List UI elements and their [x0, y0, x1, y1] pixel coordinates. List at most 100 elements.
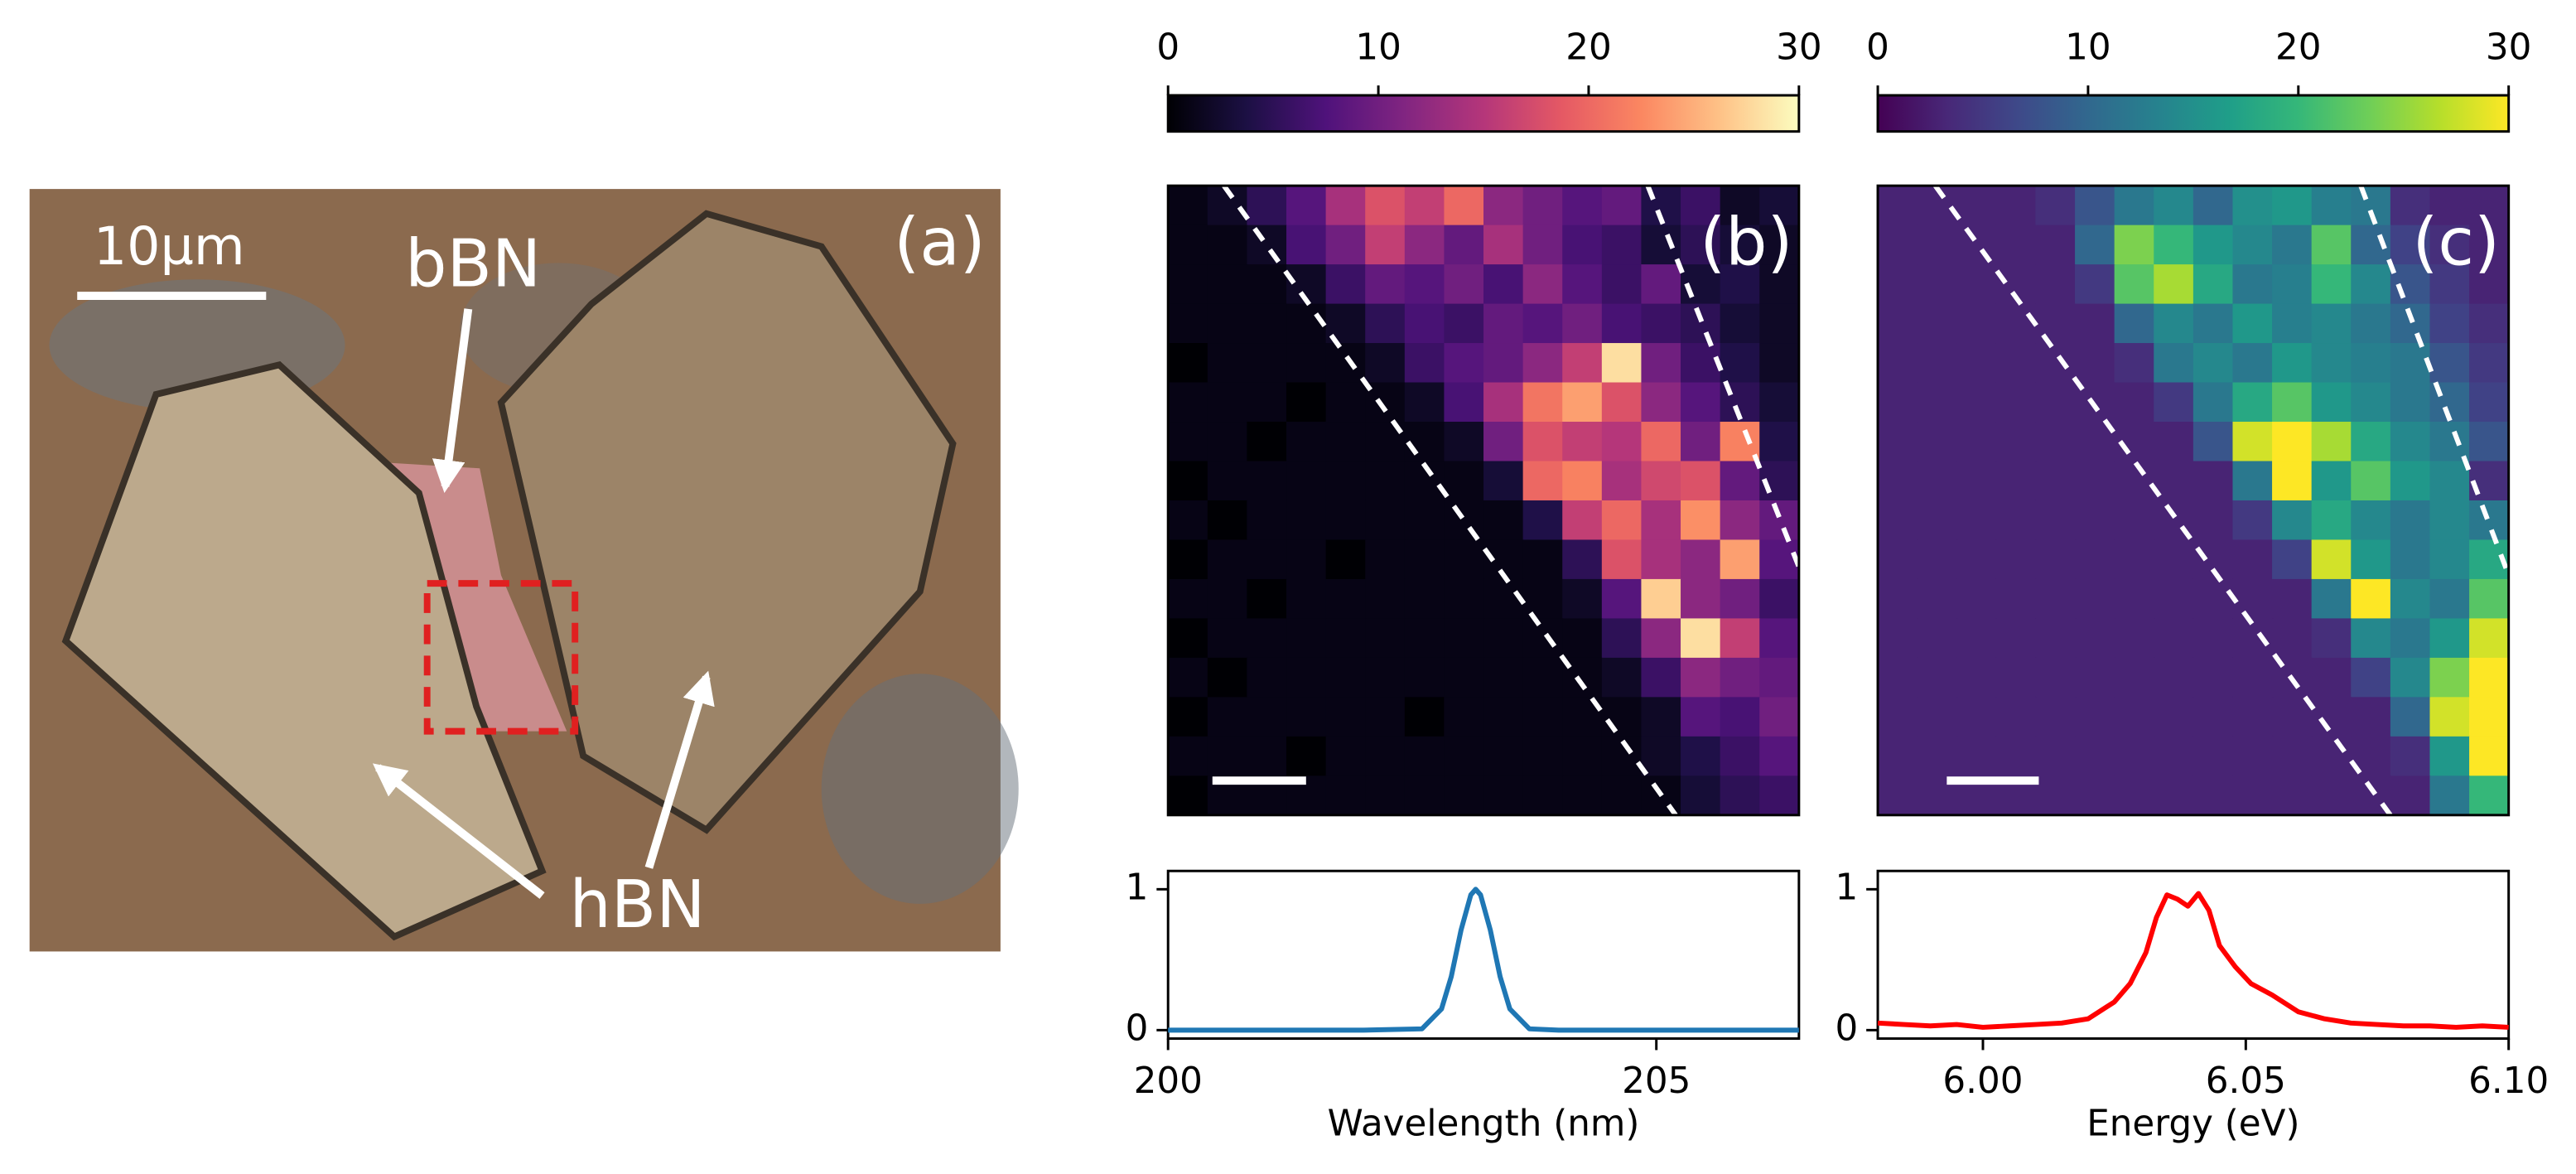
heatmap-cell [2114, 461, 2155, 501]
heatmap-cell [1720, 697, 1761, 737]
heatmap-cell [1601, 264, 1643, 305]
heatmap-cell [2390, 186, 2431, 226]
heatmap-cell [1878, 500, 1918, 541]
heatmap-cell [2035, 225, 2077, 266]
heatmap-cell [1681, 422, 1721, 462]
heatmap-cell [2311, 303, 2352, 345]
heatmap-cell [1444, 264, 1485, 305]
heatmap-cell [1365, 264, 1406, 305]
heatmap-cell [1404, 422, 1445, 462]
heatmap-cell [1995, 422, 2037, 462]
heatmap-cell [1404, 618, 1445, 659]
heatmap-cell [1601, 303, 1643, 345]
heatmap-cell [1168, 578, 1208, 620]
heatmap-cell [2469, 657, 2510, 698]
heatmap-cell [2035, 303, 2077, 345]
heatmap-cell [1522, 618, 1564, 659]
heatmap-cell [2154, 697, 2194, 737]
heatmap-cell [1759, 657, 1800, 698]
heatmap-cell [1878, 461, 1918, 501]
heatmap-cell [1956, 736, 1997, 777]
heatmap-cell [1878, 657, 1918, 698]
heatmap-cell [1444, 225, 1485, 266]
heatmap-cell [2469, 578, 2510, 620]
heatmap-cell [2035, 422, 2077, 462]
heatmap-cell [2192, 775, 2234, 816]
heatmap-cell [1878, 343, 1918, 384]
heatmap-cell [1878, 225, 1918, 266]
heatmap-cell [1995, 578, 2037, 620]
heatmap-cell [1483, 461, 1524, 501]
heatmap-cell [1365, 303, 1406, 345]
heatmap-cell [1562, 225, 1603, 266]
heatmap-cell [2469, 422, 2510, 462]
hbn-flake [61, 360, 547, 941]
heatmap-cell [1168, 461, 1208, 501]
heatmap-cell [1168, 697, 1208, 737]
heatmap-cell [2154, 539, 2194, 580]
heatmap-cell [2390, 657, 2431, 698]
heatmap-cell [1247, 618, 1288, 659]
heatmap-cell [2232, 186, 2274, 226]
heatmap-cell [1325, 736, 1367, 777]
heatmap-cell [2272, 303, 2313, 345]
heatmap-cell [2232, 303, 2274, 345]
heatmap-cell [1444, 382, 1485, 423]
heatmap-cell [1168, 343, 1208, 384]
heatmap-cell [1878, 618, 1918, 659]
heatmap-cell [2311, 539, 2352, 580]
heatmap-cell [1720, 736, 1761, 777]
heatmap-cell [2114, 186, 2155, 226]
heatmap-cell [1168, 736, 1208, 777]
heatmap-cell [2311, 775, 2352, 816]
heatmap-cell [1247, 422, 1288, 462]
heatmap-cell [2075, 657, 2115, 698]
heatmap-cell [2390, 618, 2431, 659]
heatmap-cell [2272, 736, 2313, 777]
heatmap-cell [1325, 618, 1367, 659]
heatmap-cell [1247, 225, 1288, 266]
heatmap-cell [1641, 382, 1682, 423]
heatmap-cell [1247, 578, 1288, 620]
heatmap-cell [1601, 382, 1643, 423]
heatmap-cell [2114, 618, 2155, 659]
heatmap-cell [1325, 343, 1367, 384]
heatmap-cell [2035, 186, 2077, 226]
heatmap-cell [2469, 264, 2510, 305]
colorbar-tick-label: 10 [2065, 27, 2111, 69]
heatmap-cell [1286, 736, 1327, 777]
heatmap-cell [2114, 343, 2155, 384]
heatmap-cell [1995, 697, 2037, 737]
panel-label: (b) [1700, 204, 1792, 281]
heatmap-cell [1601, 539, 1643, 580]
heatmap-cell [1720, 539, 1761, 580]
heatmap-cell [2390, 225, 2431, 266]
heatmap-cell [1601, 461, 1643, 501]
heatmap-cell [1759, 775, 1800, 816]
heatmap-cell [2232, 264, 2274, 305]
heatmap-cell [1601, 618, 1643, 659]
heatmap-cell [2429, 186, 2471, 226]
heatmap-cell [2192, 264, 2234, 305]
heatmap-cell [1483, 775, 1524, 816]
heatmap-cell [1365, 578, 1406, 620]
heatmap-cell [1404, 225, 1445, 266]
heatmap-cell [1207, 578, 1248, 620]
heatmap-cell [1917, 500, 1958, 541]
heatmap-cell [1562, 736, 1603, 777]
arrow [372, 763, 545, 899]
heatmap-cell [2154, 225, 2194, 266]
heatmap-cell [2232, 422, 2274, 462]
heatmap-cell [1286, 500, 1327, 541]
heatmap-cell [1995, 303, 2037, 345]
heatmap-cell [1995, 225, 2037, 266]
heatmap-cell [1483, 657, 1524, 698]
heatmap-cell [1995, 500, 2037, 541]
heatmap-cell [1956, 461, 1997, 501]
heatmap-cell [2192, 422, 2234, 462]
heatmap-cell [1759, 382, 1800, 423]
heatmap-cell [1917, 422, 1958, 462]
heatmap-cell [2429, 225, 2471, 266]
heatmap-cell [2154, 422, 2194, 462]
heatmap-cell [1681, 500, 1721, 541]
